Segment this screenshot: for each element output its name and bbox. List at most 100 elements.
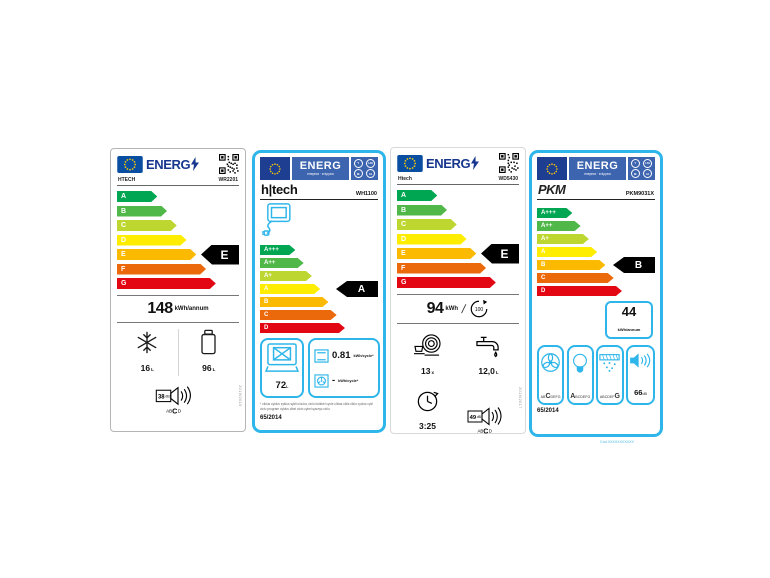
class-letter: G [401, 279, 407, 286]
oven-class-scale: A+++ A++ A+ A B C D A [260, 245, 378, 333]
hood-rating-arrow: B [613, 257, 655, 273]
class-letter: G [121, 280, 127, 287]
qr-code [499, 153, 519, 173]
class-bar-b: B [260, 297, 328, 307]
fridge-model: WR2201 [218, 177, 238, 183]
fan-forced-row: - kWh/cycle* [314, 373, 374, 388]
clock-icon [417, 391, 439, 412]
language-badge: IE [353, 169, 363, 179]
energ-language-badges: Y IJA IE IA [628, 157, 655, 180]
class-letter: C [541, 275, 546, 281]
class-bar-a: A [537, 247, 597, 257]
fan-forced-icon [314, 373, 329, 388]
oven-supplier-row: h|tech WH1100 [260, 180, 378, 200]
energ-logo-text: ENERG [146, 156, 191, 172]
hood-noise-box: 66dB [626, 345, 656, 405]
oven-volume-unit: L [286, 385, 289, 389]
dishwasher-supplier-row: Htech WD5430 [397, 173, 519, 185]
class-bar-a2plus: A++ [260, 258, 304, 268]
freezer-volume-unit: L [151, 367, 154, 372]
language-badge: Y [353, 158, 363, 168]
hood-brand: PKM [538, 182, 566, 197]
water-unit: L [495, 370, 499, 375]
conventional-heating-row: 0.81 kWh/cycle* [314, 348, 374, 363]
class-letter: A++ [264, 260, 276, 266]
hood-noise-value: 66 [634, 388, 643, 397]
fridge-volume-unit: L [212, 367, 216, 372]
class-bar-g: G [117, 278, 216, 289]
noise-value: 49 [469, 415, 476, 421]
regulation-text: 65/2014 [260, 414, 282, 421]
scale-post: BCDEFG [575, 395, 591, 399]
class-bar-c: C [117, 220, 177, 231]
capacity-unit: x [431, 370, 434, 375]
language-badge: IE [630, 169, 640, 179]
speaker-icon [630, 353, 651, 368]
electric-oven-icon [261, 203, 291, 236]
dishwasher-class-scale: A B C D E F G E [397, 190, 519, 288]
energ-language-badges: Y IJA IE IA [351, 157, 378, 180]
energy-unit: kWh/annum [174, 306, 209, 312]
dishwasher-details-grid: 13x 12,0L 3 [397, 333, 519, 434]
class-letter: D [121, 236, 127, 244]
oven-volume-value: 72 [275, 380, 287, 391]
fan-efficiency-box: AB C DEFG [537, 345, 565, 405]
per-100-cycles-icon: 100 [471, 299, 488, 318]
rating-letter: A [357, 283, 366, 295]
hood-details-row: AB C DEFG A BCDEFG ABCDEF G [537, 345, 656, 405]
fridge-label-header: ENERG [117, 154, 239, 174]
scale-class: C [545, 393, 551, 400]
fridge-volume-value: 96 [202, 363, 212, 373]
class-letter: B [264, 299, 269, 305]
freezer-volume-value: 16 [140, 363, 151, 373]
oven-brand: h|tech [261, 182, 298, 197]
language-badge: Y [630, 158, 640, 168]
rating-letter: E [220, 247, 229, 262]
speaker-icon: 38 dB AB C D [155, 386, 191, 414]
class-letter: A+++ [541, 210, 556, 216]
conventional-value: 0.81 [332, 350, 351, 361]
class-letter: F [401, 264, 406, 272]
class-letter: D [541, 288, 546, 294]
energ-logo: ENERG енергия · ενέργεια [569, 157, 626, 180]
oven-volume-box: 72L [260, 338, 304, 398]
hood-model: PKM9031X [625, 191, 654, 197]
scale-class: A [570, 393, 576, 400]
fridge-compartment-icon [201, 329, 216, 355]
class-letter: A+++ [264, 247, 279, 253]
regulation-text: 65/2014 [537, 408, 559, 414]
class-bar-c: C [537, 273, 614, 283]
energy-unit: kWh [445, 306, 459, 312]
place-settings-icon [414, 334, 441, 356]
freezer-volume: 16L [117, 329, 178, 376]
hood-fine-print: Cod.XXXXXXXXXXX [600, 440, 634, 444]
energ-logo: ENERG енергия · ενέργεια [292, 157, 349, 180]
energ-logo: ENERG [426, 156, 480, 171]
divider [177, 329, 179, 376]
fridge-brand: HTECH [118, 177, 136, 183]
class-letter: A [401, 192, 407, 199]
oven-energy-label: ENERG енергия · ενέργεια Y IJA IE IA h|t… [252, 150, 386, 433]
snowflake-icon [137, 331, 157, 354]
dishwasher-energy-consumption: 94 kWh / 100 [397, 294, 519, 324]
class-letter: D [264, 325, 269, 331]
oven-footnote: * ciklus cyklus zyklus sykli κύκλος cicl… [260, 402, 373, 411]
regulation-text: 2019/2016 [238, 385, 243, 407]
hood-label-header: ENERG енергия · ενέργεια Y IJA IE IA [537, 157, 655, 180]
class-letter: F [121, 265, 126, 273]
noise-scale-class: C [172, 406, 178, 414]
class-bar-a: A [117, 191, 157, 202]
class-letter: A [121, 193, 127, 200]
fan-efficiency-scale: AB C DEFG [541, 393, 561, 400]
class-bar-f: F [397, 263, 486, 274]
energ-logo: ENERG [146, 156, 200, 172]
scale-post: DEFG [550, 395, 561, 399]
hood-energy-label: ENERG енергия · ενέργεια Y IJA IE IA PKM… [529, 150, 663, 437]
language-badge: IA [643, 169, 653, 179]
energ-logo-subtitle: енергия · ενέργεια [307, 172, 334, 177]
fridge-rating-arrow: E [201, 244, 239, 265]
dishwasher-energy-label: ENERG Htech WD5430 [390, 147, 526, 434]
capacity-cell: 13x [397, 333, 458, 379]
dishwasher-brand: Htech [398, 176, 412, 182]
hood-energy-consumption: 44 kWh/annum [605, 301, 653, 339]
